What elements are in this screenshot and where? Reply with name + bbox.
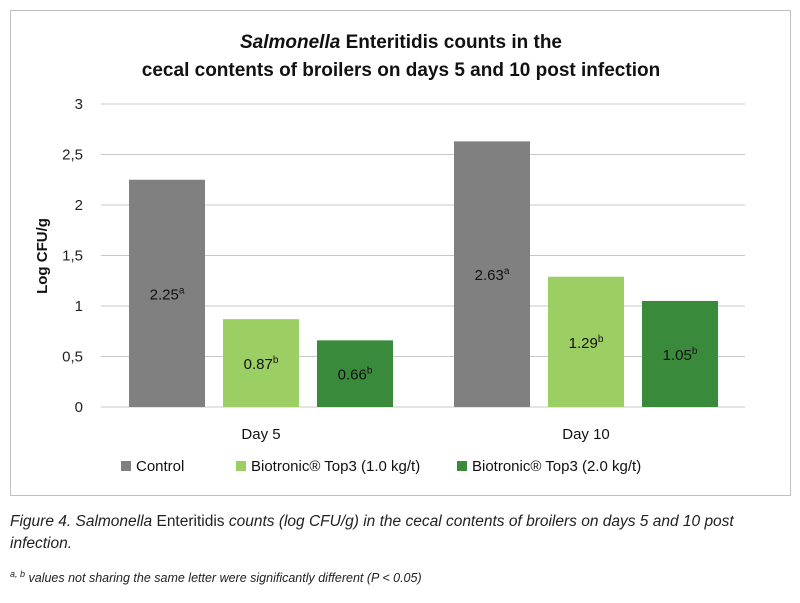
legend-label: Control bbox=[136, 458, 184, 475]
chart-title-line-2: cecal contents of broilers on days 5 and… bbox=[142, 60, 660, 81]
data-label-letter: b bbox=[692, 346, 698, 357]
data-label-letter: b bbox=[367, 366, 373, 377]
bar bbox=[548, 276, 624, 407]
legend: Control Biotronic® Top3 (1.0 kg/t) Biotron… bbox=[121, 458, 641, 475]
data-label-letter: b bbox=[273, 355, 279, 366]
chart-title-organism: Salmonella bbox=[240, 32, 341, 53]
data-label: 0.66b bbox=[338, 366, 373, 384]
data-label-letter: a bbox=[179, 285, 185, 296]
y-tick-label: 0,5 bbox=[62, 349, 83, 366]
significance-footnote: a, b values not sharing the same letter … bbox=[10, 569, 790, 585]
caption-organism-suffix: Enteritidis bbox=[152, 513, 225, 530]
category-label: Day 10 bbox=[562, 426, 610, 443]
legend-swatch bbox=[236, 461, 246, 471]
y-tick-label: 3 bbox=[75, 96, 83, 113]
footnote-text: values not sharing the same letter were … bbox=[25, 571, 422, 586]
data-label-value: 0.66 bbox=[338, 367, 367, 384]
data-label-value: 1.29 bbox=[569, 335, 598, 352]
bar-chart: Salmonella Enteritidis counts in the ceca… bbox=[34, 32, 745, 475]
figure-caption: Figure 4. Salmonella Enteritidis counts … bbox=[10, 511, 790, 555]
gridlines bbox=[101, 103, 745, 408]
data-label: 1.29b bbox=[569, 334, 604, 352]
legend-swatch bbox=[457, 461, 467, 471]
bar bbox=[642, 300, 718, 407]
data-label: 2.63a bbox=[475, 266, 510, 284]
caption-rest: counts (log CFU/g) in the cecal contents… bbox=[10, 513, 734, 552]
data-label: 2.25a bbox=[150, 285, 185, 303]
chart-title: Salmonella Enteritidis counts in the ceca… bbox=[142, 32, 660, 81]
y-tick-labels: 0 0,5 1 1,5 2 2,5 3 bbox=[62, 96, 83, 416]
legend-label: Biotronic® Top3 (2.0 kg/t) bbox=[472, 458, 641, 475]
caption-prefix: Figure 4. bbox=[10, 513, 76, 530]
y-tick-label: 0 bbox=[75, 399, 83, 416]
data-label-value: 1.05 bbox=[663, 347, 692, 364]
y-tick-label: 2 bbox=[75, 197, 83, 214]
y-tick-label: 1,5 bbox=[62, 248, 83, 265]
data-label-value: 2.63 bbox=[475, 267, 504, 284]
legend-swatch bbox=[121, 461, 131, 471]
bars bbox=[129, 141, 718, 407]
y-tick-label: 1 bbox=[75, 298, 83, 315]
y-tick-label: 2,5 bbox=[62, 147, 83, 164]
chart-title-line-1-rest: Enteritidis counts in the bbox=[340, 32, 562, 53]
data-label: 1.05b bbox=[663, 346, 698, 364]
data-label-value: 0.87 bbox=[244, 356, 273, 373]
y-axis-label: Log CFU/g bbox=[34, 218, 51, 294]
data-label-value: 2.25 bbox=[150, 286, 179, 303]
footnote-superscript: a, b bbox=[10, 569, 26, 579]
data-label: 0.87b bbox=[244, 355, 279, 373]
chart-frame: Salmonella Enteritidis counts in the ceca… bbox=[10, 10, 791, 496]
bar bbox=[317, 340, 393, 407]
data-label-letter: a bbox=[504, 266, 510, 277]
data-label-letter: b bbox=[598, 334, 604, 345]
category-label: Day 5 bbox=[241, 426, 280, 443]
bar bbox=[129, 179, 205, 407]
chart-title-line-1: Salmonella Enteritidis counts in the bbox=[240, 32, 562, 53]
category-labels: Day 5 Day 10 bbox=[241, 426, 609, 443]
bar bbox=[454, 141, 530, 407]
caption-organism: Salmonella bbox=[75, 513, 153, 530]
legend-label: Biotronic® Top3 (1.0 kg/t) bbox=[251, 458, 420, 475]
bar bbox=[223, 319, 299, 407]
